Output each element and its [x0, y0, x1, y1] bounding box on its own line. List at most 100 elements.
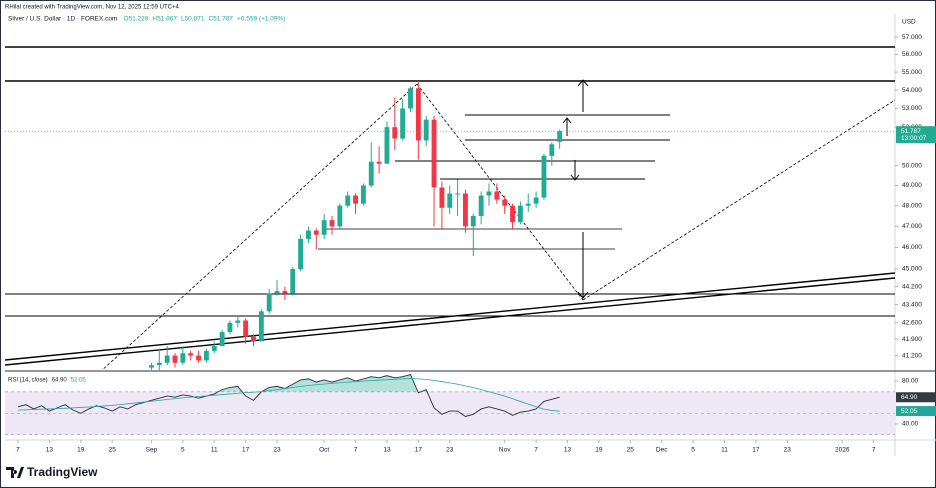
rsi-badge: [896, 392, 936, 403]
candle-body: [290, 269, 296, 294]
dashed-trend: [416, 83, 584, 301]
candle-body: [251, 336, 256, 342]
x-tick-label: 19: [77, 447, 85, 454]
x-tick-label: 2026: [835, 447, 850, 454]
x-tick-label: 13: [383, 447, 391, 454]
brand-name: TradingView: [27, 465, 98, 479]
y-tick-label: 53.000: [902, 105, 922, 112]
x-tick-label: 11: [211, 447, 218, 454]
candle-body: [258, 311, 264, 342]
x-tick-label: 25: [627, 447, 635, 454]
candle-body: [306, 230, 311, 239]
candle-body: [494, 191, 500, 200]
candle-body: [329, 220, 335, 227]
rsi-lines: [17, 374, 560, 417]
x-tick-label: 11: [721, 447, 728, 454]
candle-body: [415, 88, 421, 141]
candle-body: [431, 119, 437, 188]
x-tick-label: 13: [46, 447, 54, 454]
brand: TradingView: [6, 465, 98, 479]
y-tick-label: 41.900: [902, 336, 922, 343]
y-tick-label: 55.000: [902, 69, 922, 76]
candle-body: [274, 291, 280, 294]
ohlc-legend: C51.787: [208, 16, 233, 23]
candle-body: [360, 185, 366, 204]
candle-body: [219, 332, 225, 347]
ohlc-legend: O51.228: [123, 16, 148, 23]
x-tick-label: 7: [354, 447, 358, 454]
y-tick-label: 42.600: [902, 320, 922, 327]
candle-body: [510, 205, 515, 223]
candle-body: [353, 195, 358, 204]
trendline: [5, 277, 895, 366]
y-tick-label: 40.00: [902, 421, 919, 428]
candle-body: [384, 127, 390, 164]
attribution: RHilal created with TradingView.com, Nov…: [5, 5, 179, 11]
y-tick-label: 44.200: [902, 283, 922, 290]
candle-body: [188, 353, 194, 356]
y-tick-label: 47.000: [902, 223, 922, 230]
candle-body: [196, 355, 201, 361]
candle-body: [517, 205, 523, 223]
x-tick-label: 23: [784, 447, 792, 454]
y-tick-label: 41.200: [902, 352, 922, 359]
brand-logo: [6, 467, 24, 478]
candles: [149, 81, 563, 370]
candle-body: [533, 197, 539, 204]
x-tick-label: 7: [872, 447, 876, 454]
arrow-down: [570, 160, 580, 181]
x-tick-label: 17: [752, 447, 760, 454]
candle-body: [392, 127, 398, 139]
candle-body: [557, 131, 563, 142]
candle-body: [423, 119, 429, 141]
arrow-up: [562, 117, 572, 136]
candle-body: [149, 365, 154, 368]
candle-body: [368, 161, 374, 186]
candle-body: [486, 191, 492, 196]
x-tick-label: Oct: [319, 447, 329, 454]
candle-body: [156, 362, 162, 366]
x-tick-label: 5: [691, 447, 695, 454]
countdown-label: 13:00:07: [901, 135, 927, 142]
y-tick-label: 54.000: [902, 87, 922, 94]
candle-body: [313, 230, 319, 235]
candle-body: [447, 193, 453, 208]
y-tick-label: 56.000: [902, 51, 922, 58]
candle-body: [235, 320, 241, 323]
candle-body: [525, 203, 531, 206]
candle-body: [400, 108, 406, 139]
candle-body: [337, 205, 343, 227]
chart-title: Silver / U.S. Dollar · 1D · FOREX.com: [8, 16, 117, 23]
rsi-badge: [896, 406, 936, 417]
candle-body: [243, 320, 249, 337]
last-price-badge: [896, 126, 936, 144]
y-tick-label: 57.000: [902, 34, 922, 41]
x-tick-label: 7: [534, 447, 538, 454]
x-tick-label: 23: [273, 447, 281, 454]
rsi-line: [17, 378, 560, 412]
y-tick-label: 46.000: [902, 244, 922, 251]
candle-body: [470, 215, 476, 227]
candle-body: [227, 322, 233, 333]
y-tick-label: 45.000: [902, 266, 922, 273]
x-tick-label: 17: [242, 447, 250, 454]
rsi-legend-value: 52.05: [71, 378, 87, 384]
candle-body: [502, 199, 508, 206]
dashed-trend: [582, 99, 895, 301]
candle-body: [408, 88, 413, 109]
arrow-down: [577, 232, 589, 299]
candle-body: [463, 193, 468, 227]
y-tick-label: 48.000: [902, 202, 922, 209]
rsi-legend-value: 64.90: [52, 378, 68, 384]
candle-body: [266, 293, 272, 312]
candle-body: [164, 355, 170, 363]
x-tick-label: Nov: [499, 447, 511, 454]
x-tick-label: 19: [595, 447, 603, 454]
candle-body: [180, 353, 186, 363]
candle-body: [203, 350, 209, 361]
rsi-title: RSI (14, close): [8, 378, 48, 384]
ohlc-legend: +0.559 (+1.09%): [237, 16, 285, 23]
y-tick-label: 43.400: [902, 301, 922, 308]
